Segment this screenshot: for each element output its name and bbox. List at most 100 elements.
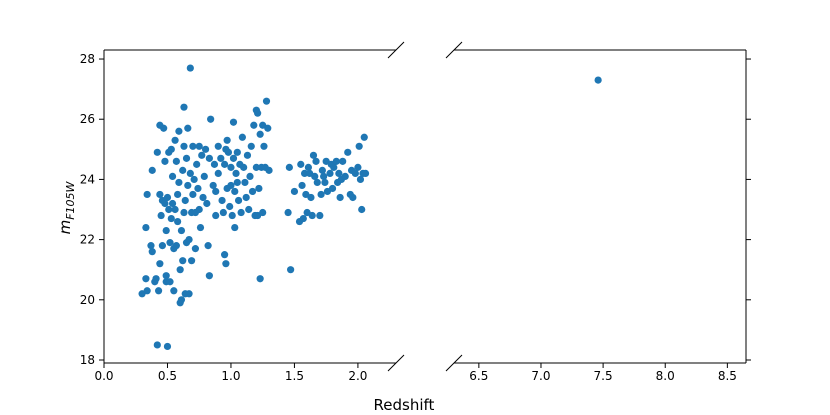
data-point [259,208,267,217]
data-point [180,103,188,111]
data-point [298,181,306,190]
data-point [188,257,196,265]
data-point [335,169,343,177]
data-point [318,166,326,174]
data-point [233,148,241,156]
data-point [153,341,161,349]
data-point [205,154,213,162]
data-point [256,275,264,283]
data-point [349,193,357,202]
data-point [158,242,166,250]
data-point [311,172,319,181]
x-tick-label: 7.0 [531,369,550,383]
data-point [195,205,203,214]
data-point [189,190,197,199]
data-point [221,251,229,259]
data-point [142,275,150,283]
data-point [227,163,235,171]
data-point [313,178,321,187]
data-point [214,142,222,150]
data-point [354,163,362,171]
y-tick-label: 22 [80,233,95,247]
data-point [207,115,215,123]
data-point [344,148,352,156]
data-point [172,242,180,250]
data-point [157,211,165,220]
data-point [154,287,163,295]
data-point [186,64,194,72]
data-point [358,205,366,214]
data-point [168,172,177,181]
axis-break-mark-right-bottom [445,354,463,372]
data-point [221,160,229,168]
data-point [252,163,260,171]
right-panel: 6.5 7.0 7.5 8.0 8.5 [445,41,751,383]
data-point [212,211,220,220]
data-point [165,205,173,214]
axis-break-mark-left-top [387,41,405,59]
data-point [181,196,189,205]
data-point [256,130,264,138]
data-point [190,175,198,184]
data-point [166,239,174,247]
data-point [262,97,271,105]
data-point [167,145,175,153]
data-point [184,124,192,132]
data-point [163,342,172,351]
data-point [161,157,169,165]
y-axis-label: mF105W [56,180,77,234]
data-point [265,166,273,174]
data-point [245,205,253,214]
data-point [212,187,220,196]
data-point [205,272,213,280]
y-tick-label: 28 [80,52,95,66]
data-point [300,169,309,177]
x-tick-label: 0.0 [94,369,113,383]
data-point [162,272,170,280]
y-axis-label-main: m [56,220,74,235]
data-point [223,136,231,144]
data-point [332,157,340,165]
data-point [166,278,174,286]
data-point [328,184,337,193]
data-point [179,257,187,265]
data-point [177,296,186,304]
data-point [147,242,155,250]
data-point [241,178,249,187]
data-point [360,133,368,141]
data-point [200,172,208,181]
x-tick-label: 1.0 [221,369,240,383]
data-point [217,154,225,162]
data-point [312,157,320,165]
data-point [238,133,246,141]
data-point [231,223,239,232]
data-point [341,172,349,181]
data-point [309,151,318,159]
y-tick-label: 20 [80,293,95,307]
data-point [260,142,268,150]
x-tick-label: 1.5 [285,369,304,383]
data-point [231,187,239,196]
data-point [248,187,257,196]
data-point [209,181,217,190]
data-point [153,148,161,156]
data-point [170,287,178,295]
data-point [284,208,292,217]
data-point [218,196,226,205]
data-point [172,157,180,165]
data-point [168,199,177,208]
data-point [196,223,205,232]
data-point [224,148,233,156]
data-point [219,208,227,217]
data-point [152,275,160,283]
data-point [307,193,315,202]
data-point [179,166,187,174]
data-point [160,124,168,132]
data-point [191,245,200,253]
y-tick-label: 26 [80,112,95,126]
data-point [193,160,201,168]
x-tick-label: 8.0 [656,369,675,383]
data-point [167,214,175,223]
y-tick-label: 18 [80,353,95,367]
data-point [156,260,164,268]
